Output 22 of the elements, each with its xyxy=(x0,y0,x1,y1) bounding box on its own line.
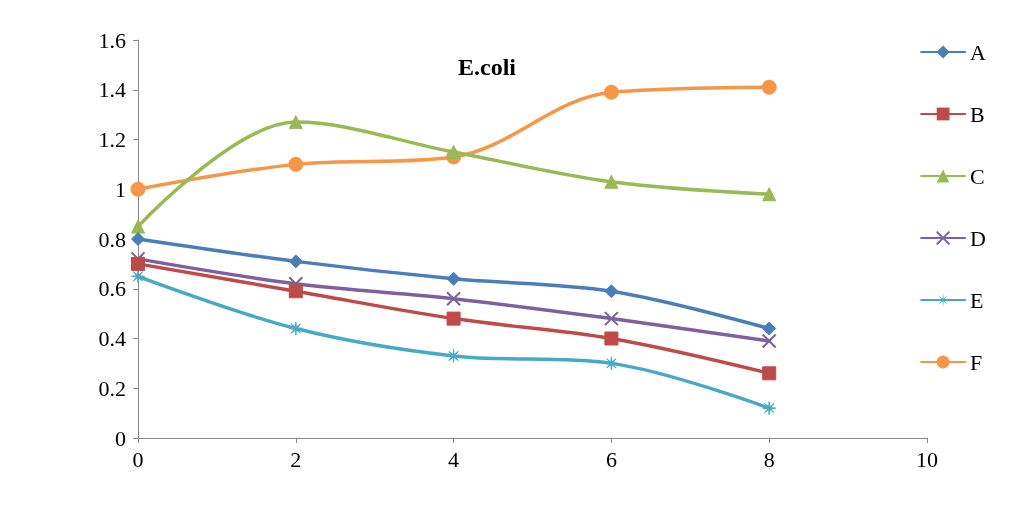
legend-label: E xyxy=(970,287,984,313)
text: E.coli xyxy=(458,54,517,80)
x-tick-label: 4 xyxy=(448,446,460,472)
legend-label: C xyxy=(970,163,985,189)
legend-label: B xyxy=(970,101,985,127)
y-tick-label: 0.4 xyxy=(98,326,126,351)
y-tick-label: 1.4 xyxy=(98,77,126,103)
y-tick-label: 0 xyxy=(115,425,126,451)
legend-label: D xyxy=(970,225,986,251)
y-tick-label: 1.2 xyxy=(98,127,126,152)
y-tick-label: 0.8 xyxy=(98,226,126,252)
x-tick-label: 8 xyxy=(763,446,775,472)
x-tick-label: 0 xyxy=(132,446,144,472)
y-tick-label: 1.6 xyxy=(98,27,126,53)
y-tick-label: 1 xyxy=(115,176,126,202)
y-tick-label: 0.2 xyxy=(98,375,126,401)
x-tick-label: 2 xyxy=(290,446,302,472)
y-tick-label: 0.6 xyxy=(98,276,126,302)
legend-label: F xyxy=(970,349,983,375)
legend-label: A xyxy=(970,39,987,65)
x-tick-label: 10 xyxy=(916,446,938,472)
x-tick-label: 6 xyxy=(605,446,617,472)
